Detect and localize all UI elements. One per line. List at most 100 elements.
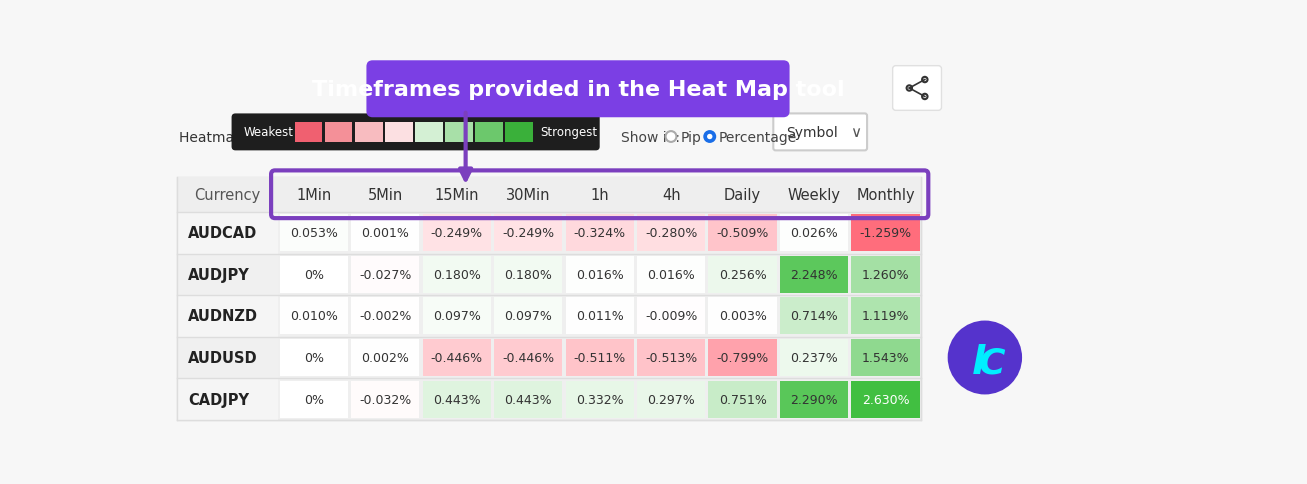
- Bar: [851, 339, 920, 376]
- Text: 0.714%: 0.714%: [791, 310, 838, 323]
- Bar: [637, 339, 706, 376]
- Text: 5Min: 5Min: [367, 187, 403, 202]
- Text: -0.280%: -0.280%: [644, 227, 698, 240]
- Bar: [494, 339, 562, 376]
- Bar: [422, 257, 491, 293]
- Text: -0.511%: -0.511%: [574, 351, 626, 364]
- FancyBboxPatch shape: [366, 61, 789, 118]
- Text: -0.324%: -0.324%: [574, 227, 626, 240]
- Bar: [780, 381, 848, 418]
- Bar: [280, 381, 348, 418]
- FancyBboxPatch shape: [893, 66, 941, 111]
- Text: Weekly: Weekly: [788, 187, 840, 202]
- Text: 0.297%: 0.297%: [647, 393, 695, 406]
- Text: 0.026%: 0.026%: [791, 227, 838, 240]
- Text: 1.543%: 1.543%: [861, 351, 910, 364]
- Text: 0%: 0%: [303, 351, 324, 364]
- Bar: [566, 257, 634, 293]
- Bar: [708, 298, 776, 335]
- Bar: [280, 215, 348, 252]
- Text: Heatmap Guide:: Heatmap Guide:: [179, 130, 293, 144]
- Text: -0.446%: -0.446%: [502, 351, 554, 364]
- FancyBboxPatch shape: [231, 114, 600, 151]
- Bar: [295, 122, 323, 143]
- Bar: [637, 215, 706, 252]
- Bar: [780, 215, 848, 252]
- Text: Strongest: Strongest: [540, 126, 597, 139]
- Text: 0.443%: 0.443%: [505, 393, 552, 406]
- Text: 0.097%: 0.097%: [505, 310, 552, 323]
- Text: -0.009%: -0.009%: [644, 310, 698, 323]
- Text: -0.002%: -0.002%: [359, 310, 412, 323]
- Text: -1.259%: -1.259%: [860, 227, 912, 240]
- Text: Show in:: Show in:: [621, 130, 680, 144]
- Circle shape: [707, 135, 712, 140]
- Text: AUDNZD: AUDNZD: [188, 309, 259, 324]
- Bar: [352, 381, 420, 418]
- Text: -0.513%: -0.513%: [646, 351, 698, 364]
- Bar: [494, 257, 562, 293]
- Bar: [851, 257, 920, 293]
- Text: 0.001%: 0.001%: [361, 227, 409, 240]
- Bar: [780, 339, 848, 376]
- Text: Symbol: Symbol: [787, 126, 838, 139]
- Bar: [851, 215, 920, 252]
- Bar: [178, 177, 921, 212]
- Text: CADJPY: CADJPY: [188, 392, 250, 407]
- Text: 0.097%: 0.097%: [433, 310, 481, 323]
- Bar: [474, 122, 503, 143]
- Bar: [566, 339, 634, 376]
- Bar: [422, 298, 491, 335]
- Text: 4h: 4h: [661, 187, 681, 202]
- Text: 0.010%: 0.010%: [290, 310, 337, 323]
- Text: Timeframes provided in the Heat Map tool: Timeframes provided in the Heat Map tool: [311, 79, 844, 100]
- Bar: [178, 254, 278, 296]
- Bar: [352, 339, 420, 376]
- Circle shape: [704, 132, 715, 143]
- Bar: [422, 381, 491, 418]
- Text: C: C: [979, 346, 1005, 379]
- Text: 0.443%: 0.443%: [433, 393, 481, 406]
- Text: 0.053%: 0.053%: [290, 227, 337, 240]
- Text: AUDUSD: AUDUSD: [188, 350, 257, 365]
- Text: 0%: 0%: [303, 393, 324, 406]
- Text: 30Min: 30Min: [506, 187, 550, 202]
- Bar: [178, 296, 278, 337]
- Bar: [494, 215, 562, 252]
- Text: 0.002%: 0.002%: [361, 351, 409, 364]
- Text: AUDJPY: AUDJPY: [188, 267, 250, 282]
- Text: AUDCAD: AUDCAD: [188, 226, 257, 241]
- Bar: [780, 298, 848, 335]
- Text: Currency: Currency: [195, 187, 261, 202]
- Text: 2.248%: 2.248%: [791, 268, 838, 281]
- Bar: [178, 212, 278, 254]
- Text: 0.016%: 0.016%: [647, 268, 695, 281]
- Bar: [422, 215, 491, 252]
- Bar: [708, 215, 776, 252]
- Bar: [780, 257, 848, 293]
- Bar: [851, 298, 920, 335]
- Bar: [708, 257, 776, 293]
- Text: -0.032%: -0.032%: [359, 393, 412, 406]
- Bar: [851, 381, 920, 418]
- Circle shape: [665, 132, 677, 143]
- Text: 0.003%: 0.003%: [719, 310, 767, 323]
- Bar: [324, 122, 353, 143]
- Text: Monthly: Monthly: [856, 187, 915, 202]
- Bar: [178, 177, 921, 420]
- Text: 0.256%: 0.256%: [719, 268, 766, 281]
- Bar: [566, 298, 634, 335]
- Text: Daily: Daily: [724, 187, 761, 202]
- Text: ∨: ∨: [850, 125, 861, 140]
- Bar: [637, 381, 706, 418]
- Bar: [637, 257, 706, 293]
- Bar: [352, 215, 420, 252]
- FancyBboxPatch shape: [774, 114, 867, 151]
- Bar: [280, 339, 348, 376]
- Bar: [444, 122, 473, 143]
- Text: Pip: Pip: [681, 130, 701, 144]
- Bar: [280, 257, 348, 293]
- Text: 1.119%: 1.119%: [861, 310, 910, 323]
- Text: l: l: [972, 344, 985, 381]
- Text: -0.799%: -0.799%: [716, 351, 769, 364]
